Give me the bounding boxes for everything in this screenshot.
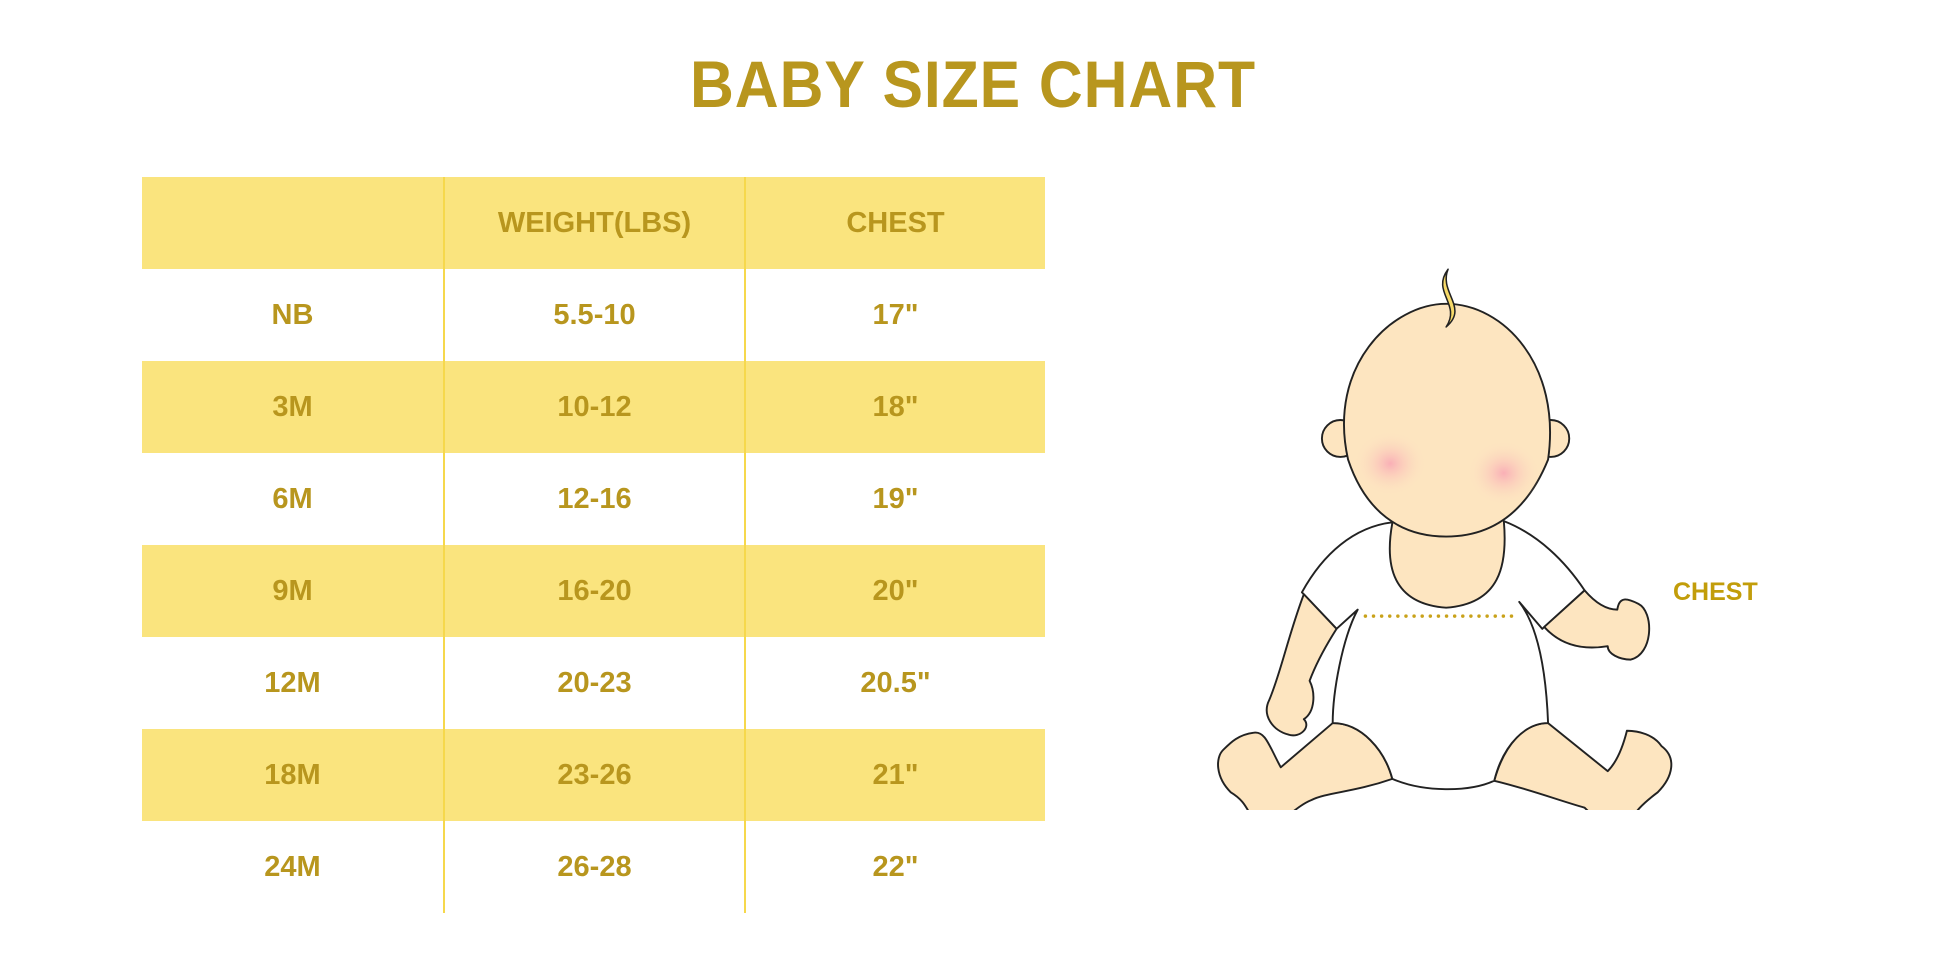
weight-cell: 5.5-10 [443, 269, 744, 361]
weight-cell: 10-12 [443, 361, 744, 453]
chest-cell: 20.5" [744, 637, 1045, 729]
size-cell: NB [271, 298, 314, 331]
chest-cell: 20" [744, 545, 1045, 637]
table-header-row: WEIGHT(LBS) CHEST [142, 177, 1045, 269]
hair [1441, 268, 1456, 328]
size-cell: 12M [264, 666, 321, 699]
left-cheek [1353, 430, 1427, 497]
neck [1388, 520, 1506, 609]
bodysuit [1300, 520, 1586, 791]
right-arm [1543, 589, 1651, 661]
header-cell-size [142, 177, 443, 269]
size-table: WEIGHT(LBS) CHEST NB 5.5-10 17" 3M 10-12… [142, 177, 1045, 913]
header-cell-chest: CHEST [744, 177, 1045, 269]
size-cell: 6M [272, 482, 313, 515]
table-row: 3M 10-12 18" [142, 361, 1045, 453]
weight-cell: 26-28 [443, 821, 744, 913]
table-row: 6M 12-16 19" [142, 453, 1045, 545]
weight-cell: 23-26 [443, 729, 744, 821]
size-cell: 24M [264, 850, 321, 883]
table-row: 12M 20-23 20.5" [142, 637, 1045, 729]
header-cell-weight: WEIGHT(LBS) [443, 177, 744, 269]
chest-label: CHEST [1673, 578, 1758, 606]
table-row: 9M 16-20 20" [142, 545, 1045, 637]
weight-cell: 12-16 [443, 453, 744, 545]
table-row: 18M 23-26 21" [142, 729, 1045, 821]
table-row: NB 5.5-10 17" [142, 269, 1045, 361]
weight-cell: 20-23 [443, 637, 744, 729]
chest-cell: 19" [744, 453, 1045, 545]
page-title: BABY SIZE CHART [690, 47, 1256, 121]
right-leg [1493, 722, 1673, 810]
chest-cell: 22" [744, 821, 1045, 913]
size-cell: 18M [264, 758, 321, 791]
chest-cell: 21" [744, 729, 1045, 821]
table-row: 24M 26-28 22" [142, 821, 1045, 913]
left-arm [1265, 593, 1338, 737]
chest-cell: 17" [744, 269, 1045, 361]
size-cell: 9M [272, 574, 313, 607]
size-cell: 3M [272, 390, 313, 423]
baby-illustration [1217, 268, 1673, 810]
chest-cell: 18" [744, 361, 1045, 453]
right-cheek [1467, 440, 1541, 506]
weight-cell: 16-20 [443, 545, 744, 637]
